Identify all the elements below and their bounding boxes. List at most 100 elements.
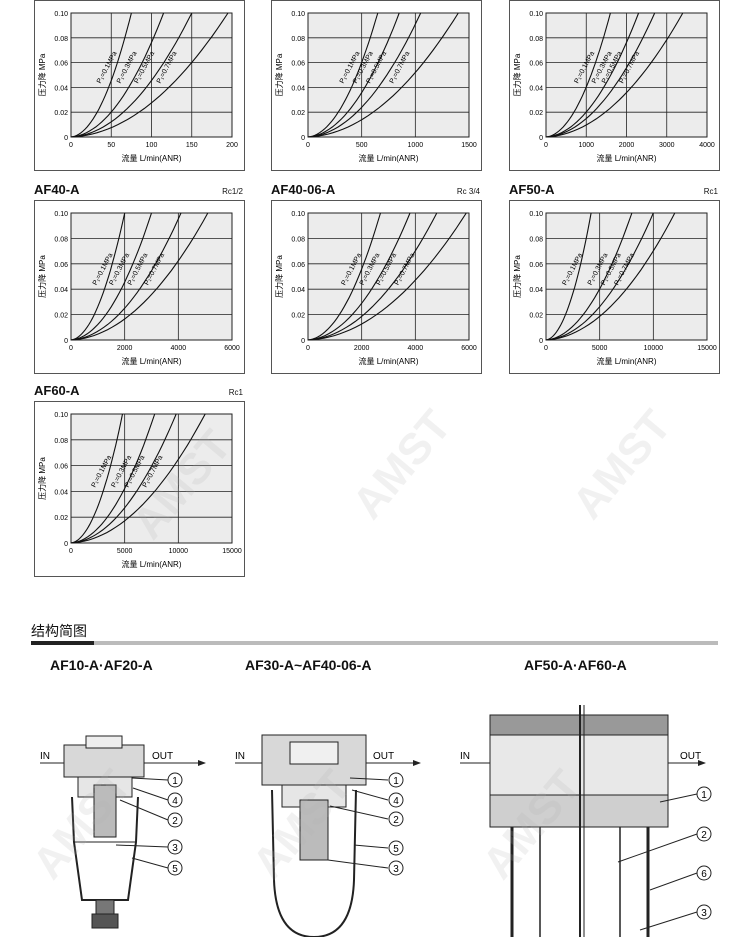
x-axis-label: 流量 L/min(ANR)	[596, 356, 656, 366]
y-tick-label: 0	[301, 135, 305, 142]
x-tick-label: 0	[306, 142, 310, 149]
series-curve	[70, 413, 124, 544]
chart-title: AF40-A	[34, 182, 80, 197]
series-curve	[70, 413, 177, 544]
series-curve	[545, 212, 654, 341]
y-tick-label: 0.04	[529, 287, 543, 294]
x-tick-label: 1000	[408, 142, 424, 149]
y-tick-label: 0.08	[291, 236, 305, 243]
section-divider-accent	[31, 641, 94, 645]
y-tick-label: 0.06	[529, 262, 543, 269]
x-tick-label: 100	[146, 142, 158, 149]
series-curve	[545, 12, 611, 138]
chart-title: AF60-A	[34, 383, 80, 398]
plot-area	[545, 212, 708, 341]
diagram-title-af50: AF50-A·AF60-A	[524, 657, 627, 673]
diagram-af10: IN OUT 1 4 2 3 5	[40, 735, 206, 929]
out-label: OUT	[373, 751, 394, 762]
callout: 2	[393, 815, 399, 826]
callout: 3	[172, 843, 178, 854]
y-tick-label: 0.06	[291, 61, 305, 68]
y-tick-label: 0.10	[54, 211, 68, 218]
y-tick-label: 0.08	[54, 36, 68, 43]
y-axis-label: 压力降 MPa	[37, 457, 47, 500]
x-tick-label: 15000	[222, 548, 242, 555]
y-tick-label: 0.08	[54, 236, 68, 243]
series-curve	[70, 413, 206, 544]
diagram-af30: IN OUT 1 4 2 5 3	[235, 734, 421, 937]
y-tick-label: 0.02	[529, 313, 543, 320]
structure-diagrams: IN OUT 1 4 2 3 5 IN OUT	[40, 705, 712, 937]
chart-svg: 00.020.040.060.080.100 50 100 150 200P₁=0.1M…	[37, 11, 238, 163]
callout: 6	[701, 869, 707, 880]
x-tick-label: 10000	[169, 548, 189, 555]
series-curve	[545, 212, 592, 341]
x-tick-label: 200	[226, 142, 238, 149]
y-tick-label: 0	[64, 338, 68, 345]
x-tick-label: 6000	[224, 345, 240, 352]
chart-svg: 00.020.040.060.080.100 2000 4000 6000P₁=0.1…	[37, 211, 240, 366]
y-tick-label: 0.10	[529, 11, 543, 18]
series-curve	[70, 212, 126, 341]
y-tick-label: 0.04	[291, 287, 305, 294]
section-title: 结构简图	[31, 624, 87, 640]
watermark: AMST	[563, 401, 681, 529]
y-tick-label: 0	[64, 541, 68, 548]
x-tick-label: 4000	[408, 345, 424, 352]
plot-area	[70, 413, 233, 544]
callout: 5	[393, 844, 399, 855]
y-tick-label: 0.06	[54, 464, 68, 471]
x-tick-label: 50	[107, 142, 115, 149]
x-tick-label: 3000	[659, 142, 675, 149]
y-tick-label: 0.04	[54, 287, 68, 294]
chart-port-size: Rc1	[228, 388, 243, 397]
chart-svg: 00.020.040.060.080.100 1000 2000 3000 4000P₁…	[512, 11, 715, 163]
x-tick-label: 4000	[699, 142, 715, 149]
diagram-title-af30: AF30-A~AF40-06-A	[245, 657, 372, 673]
series-curve	[545, 12, 684, 138]
x-tick-label: 150	[186, 142, 198, 149]
x-axis-label: 流量 L/min(ANR)	[121, 356, 181, 366]
series-curve	[545, 12, 640, 138]
chart-svg: 00.020.040.060.080.100 5000 10000 15000P₁=0…	[512, 211, 717, 366]
y-tick-label: 0.06	[54, 262, 68, 269]
chart-card: 0 0.02 0.04 0.06 0.08 0.10 0 2000 4000 6000 P₁=0.1…	[271, 200, 482, 374]
diagram-af50: IN OUT 1 2 6 3	[460, 705, 712, 937]
series-curve	[545, 212, 676, 341]
x-tick-label: 5000	[592, 345, 608, 352]
out-label: OUT	[680, 751, 701, 762]
x-tick-label: 2000	[619, 142, 635, 149]
series-curve	[70, 212, 182, 341]
series-curve	[70, 212, 153, 341]
y-tick-label: 0	[301, 338, 305, 345]
out-label: OUT	[152, 751, 173, 762]
series-curve	[307, 212, 438, 341]
x-tick-label: 0	[544, 345, 548, 352]
y-tick-label: 0.10	[291, 211, 305, 218]
series-curve	[307, 12, 459, 138]
y-tick-label: 0.10	[529, 211, 543, 218]
y-tick-label: 0	[539, 338, 543, 345]
chart-svg: 00.020.040.060.080.100 5000 10000 15000P₁=0…	[37, 412, 242, 569]
section-divider	[31, 641, 718, 645]
chart-port-size: Rc 3/4	[456, 187, 480, 196]
x-axis-label: 流量 L/min(ANR)	[121, 559, 181, 569]
chart-port-size: Rc1	[703, 187, 718, 196]
plot-area	[307, 212, 470, 341]
callout: 4	[393, 796, 399, 807]
x-tick-label: 6000	[461, 345, 477, 352]
y-axis-label: 压力降 MPa	[274, 255, 284, 298]
x-tick-label: 0	[69, 345, 73, 352]
series-curve	[545, 12, 656, 138]
plot-area	[307, 12, 470, 138]
series-curve	[307, 12, 422, 138]
y-tick-label: 0.06	[291, 262, 305, 269]
y-tick-label: 0.06	[54, 61, 68, 68]
series-curve	[307, 12, 379, 138]
chart-card: 0 0.02 0.04 0.06 0.08 0.10 0 1000 2000 3000 4000 P₁…	[509, 0, 720, 171]
x-tick-label: 0	[69, 548, 73, 555]
x-axis-label: 流量 L/min(ANR)	[358, 356, 418, 366]
series-curve	[307, 12, 400, 138]
x-tick-label: 4000	[171, 345, 187, 352]
callout: 2	[172, 816, 178, 827]
